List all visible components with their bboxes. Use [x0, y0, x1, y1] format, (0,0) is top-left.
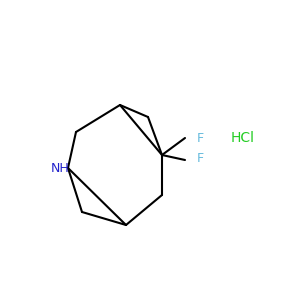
Text: F: F	[196, 131, 204, 145]
Text: F: F	[196, 152, 204, 164]
Text: HCl: HCl	[231, 131, 255, 145]
Text: NH: NH	[51, 161, 69, 175]
